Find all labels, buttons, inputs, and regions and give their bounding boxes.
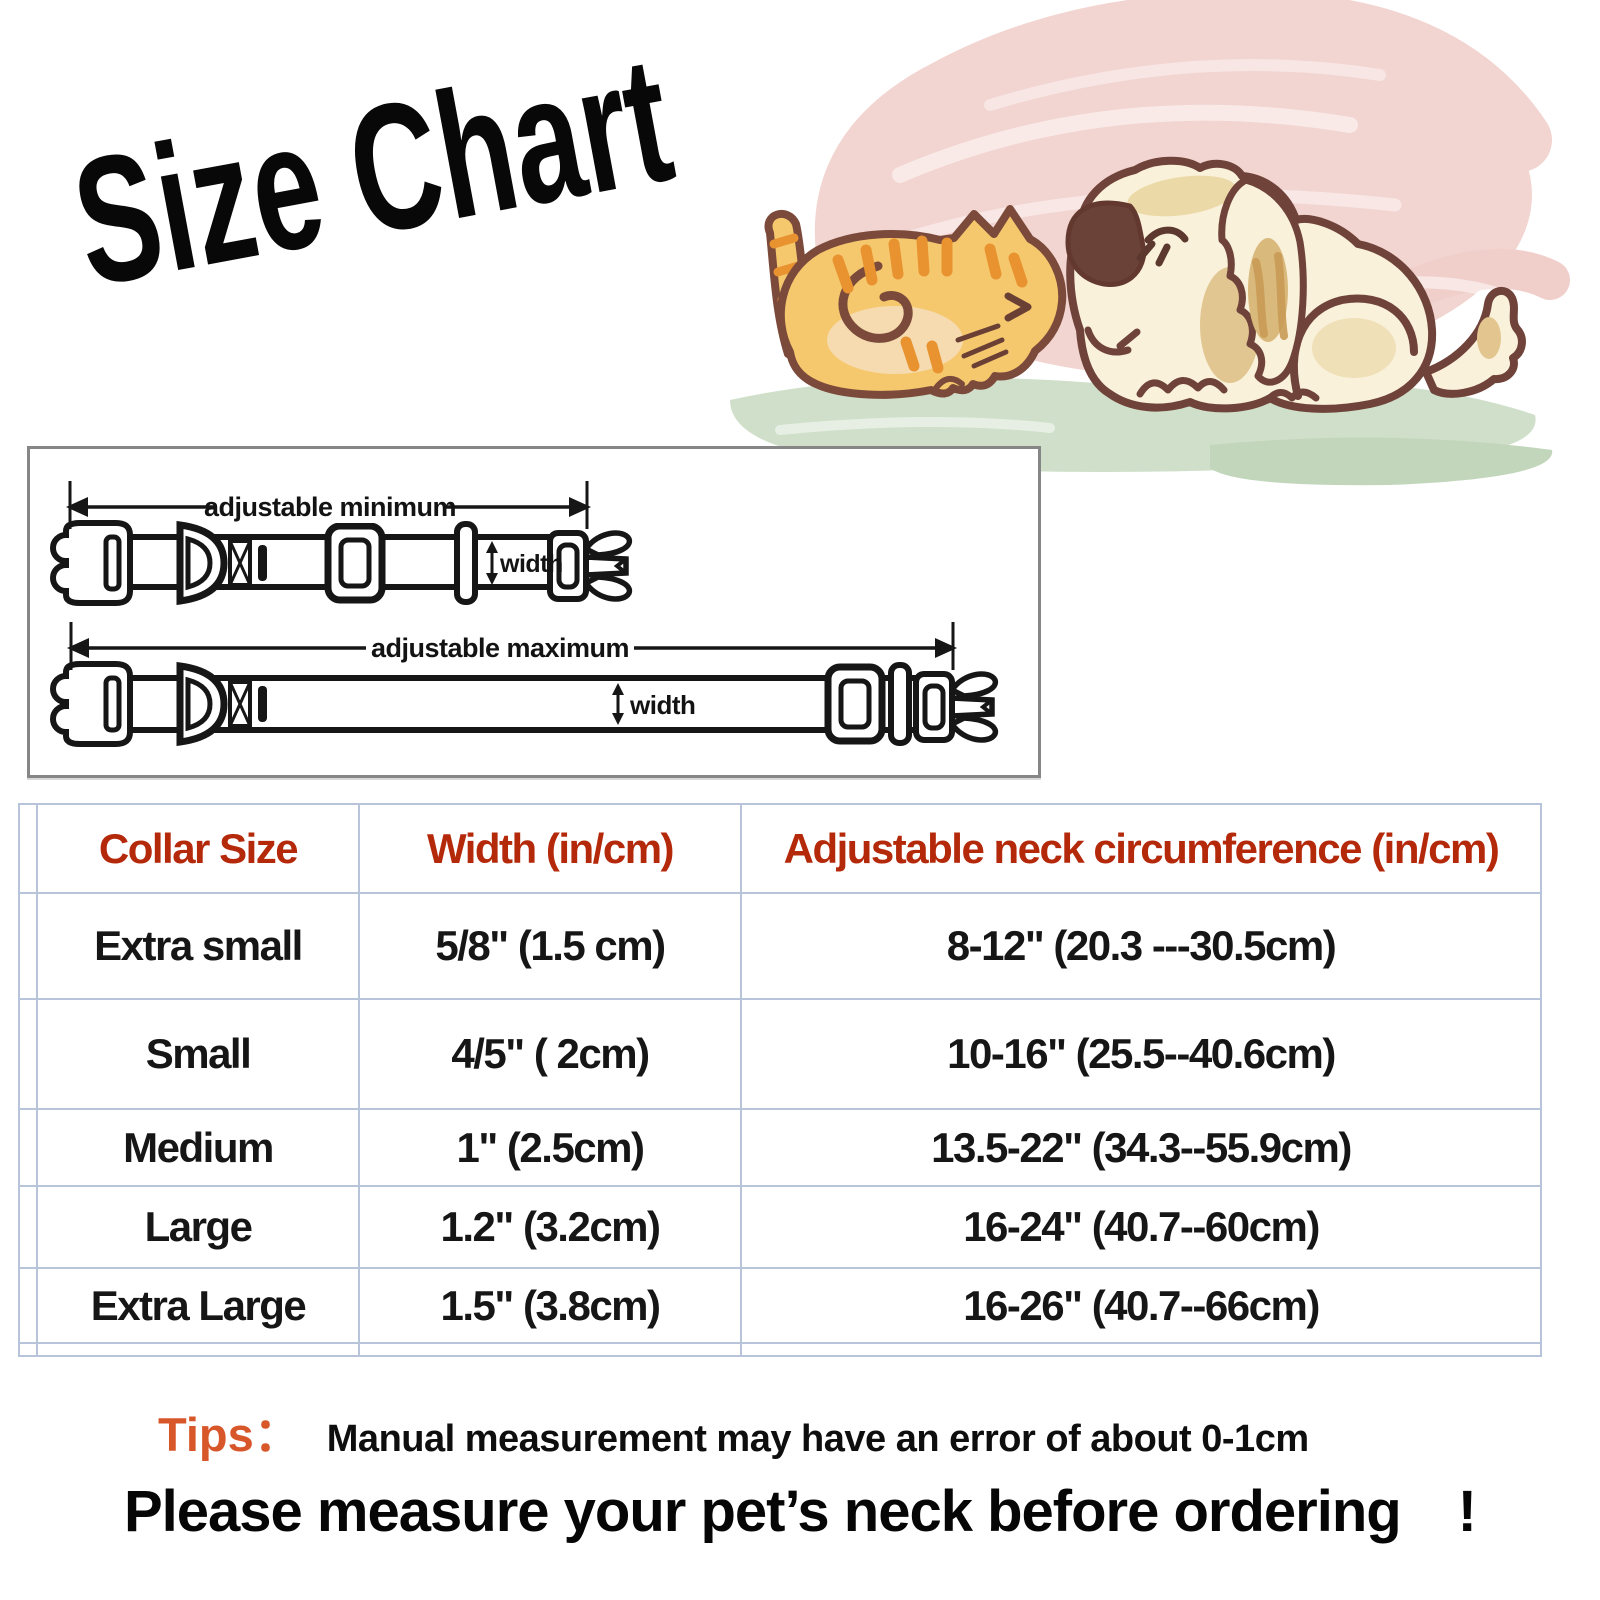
table-cell: Extra Large <box>36 1267 360 1344</box>
tips-line: Tips： Manual measurement may have an erro… <box>158 1396 1309 1465</box>
dog-chest-mark <box>1116 328 1141 350</box>
collar-maximum-drawing: width adjustable maximum <box>53 622 995 744</box>
dog-left-ear <box>1065 200 1147 287</box>
table-empty-cell <box>36 1342 360 1357</box>
header-width: Width (in/cm) <box>358 803 742 894</box>
cat-belly-shading <box>827 306 963 374</box>
table-gutter-cell <box>18 892 38 1000</box>
adjustable-maximum-arrow: adjustable maximum <box>67 622 957 670</box>
table-row: Large 1.2" (3.2cm) 16-24" (40.7--60cm) <box>18 1185 1542 1269</box>
table-row: Small 4/5" ( 2cm) 10-16" (25.5--40.6cm) <box>18 998 1542 1110</box>
dog-hind-paw <box>1264 388 1320 404</box>
adjustable-minimum-label: adjustable minimum <box>204 492 456 522</box>
footer-note: Please measure your pet’s neck before or… <box>123 1479 1477 1544</box>
dog-illustration <box>1065 156 1526 413</box>
cat-whiskers <box>955 323 1009 369</box>
table-gutter-cell <box>18 1267 38 1344</box>
table-row: Extra Large 1.5" (3.8cm) 16-26" (40.7--66c… <box>18 1267 1542 1344</box>
width-label-top: width <box>499 550 563 578</box>
table-cell: Medium <box>36 1108 360 1187</box>
table-cell: Extra small <box>36 892 360 1000</box>
width-label-bottom: width <box>629 690 695 720</box>
table-gutter-cell <box>18 998 38 1110</box>
header-collar-size: Collar Size <box>36 803 360 894</box>
adjustable-maximum-label: adjustable maximum <box>371 633 629 663</box>
page-title: Size Chart <box>59 18 686 325</box>
table-cell: 13.5-22" (34.3--55.9cm) <box>740 1108 1542 1187</box>
cat-illustration <box>764 205 1067 399</box>
table-gutter-cell <box>18 803 38 894</box>
dog-ear-patch-strokes <box>1252 252 1288 340</box>
dog-front-paws <box>1136 377 1228 398</box>
collar-diagram: width adjustable minimum <box>27 446 1041 778</box>
dog-eye <box>1136 226 1189 267</box>
table-cell: 16-24" (40.7--60cm) <box>740 1185 1542 1269</box>
table-cell: 10-16" (25.5--40.6cm) <box>740 998 1542 1110</box>
table-empty-cell <box>18 1342 38 1357</box>
table-cell: 1.5" (3.8cm) <box>358 1267 742 1344</box>
width-arrow-bottom: width <box>612 683 696 725</box>
table-gutter-cell <box>18 1185 38 1269</box>
table-cell: Large <box>36 1185 360 1269</box>
tips-text: Manual measurement may have an error of … <box>326 1418 1309 1460</box>
tips-label: Tips： <box>158 1408 301 1461</box>
table-cell: Small <box>36 998 360 1110</box>
table-empty-cell <box>740 1342 1542 1357</box>
table-empty-row <box>18 1342 1542 1357</box>
table-row: Extra small 5/8" (1.5 cm) 8-12" (20.3 ---3… <box>18 892 1542 1000</box>
header-neck-circumference: Adjustable neck circumference (in/cm) <box>740 803 1542 894</box>
adjustable-minimum-arrow: adjustable minimum <box>66 481 591 529</box>
dog-head-patch <box>1127 175 1237 217</box>
collar-minimum-drawing: width adjustable minimum <box>53 481 629 603</box>
size-table: Collar Size Width (in/cm) Adjustable nec… <box>18 803 1542 1357</box>
width-arrow-top: width <box>486 541 563 585</box>
pets-illustration <box>730 0 1570 486</box>
table-cell: 16-26" (40.7--66cm) <box>740 1267 1542 1344</box>
dog-tail <box>1422 286 1526 398</box>
dog-tail-patch <box>1477 317 1501 359</box>
cat-stripes <box>832 235 1028 374</box>
table-gutter-cell <box>18 1108 38 1187</box>
table-cell: 1" (2.5cm) <box>358 1108 742 1187</box>
table-cell: 4/5" ( 2cm) <box>358 998 742 1110</box>
dog-mouth <box>1084 326 1132 356</box>
table-row: Medium 1" (2.5cm) 13.5-22" (34.3--55.9cm) <box>18 1108 1542 1187</box>
table-empty-cell <box>358 1342 742 1357</box>
table-header-row: Collar Size Width (in/cm) Adjustable nec… <box>18 803 1542 894</box>
cat-paw-line <box>933 375 965 391</box>
table-cell: 5/8" (1.5 cm) <box>358 892 742 1000</box>
dog-haunch-patch <box>1312 318 1396 378</box>
table-cell: 1.2" (3.2cm) <box>358 1185 742 1269</box>
cat-eye <box>1004 292 1032 322</box>
table-cell: 8-12" (20.3 ---30.5cm) <box>740 892 1542 1000</box>
